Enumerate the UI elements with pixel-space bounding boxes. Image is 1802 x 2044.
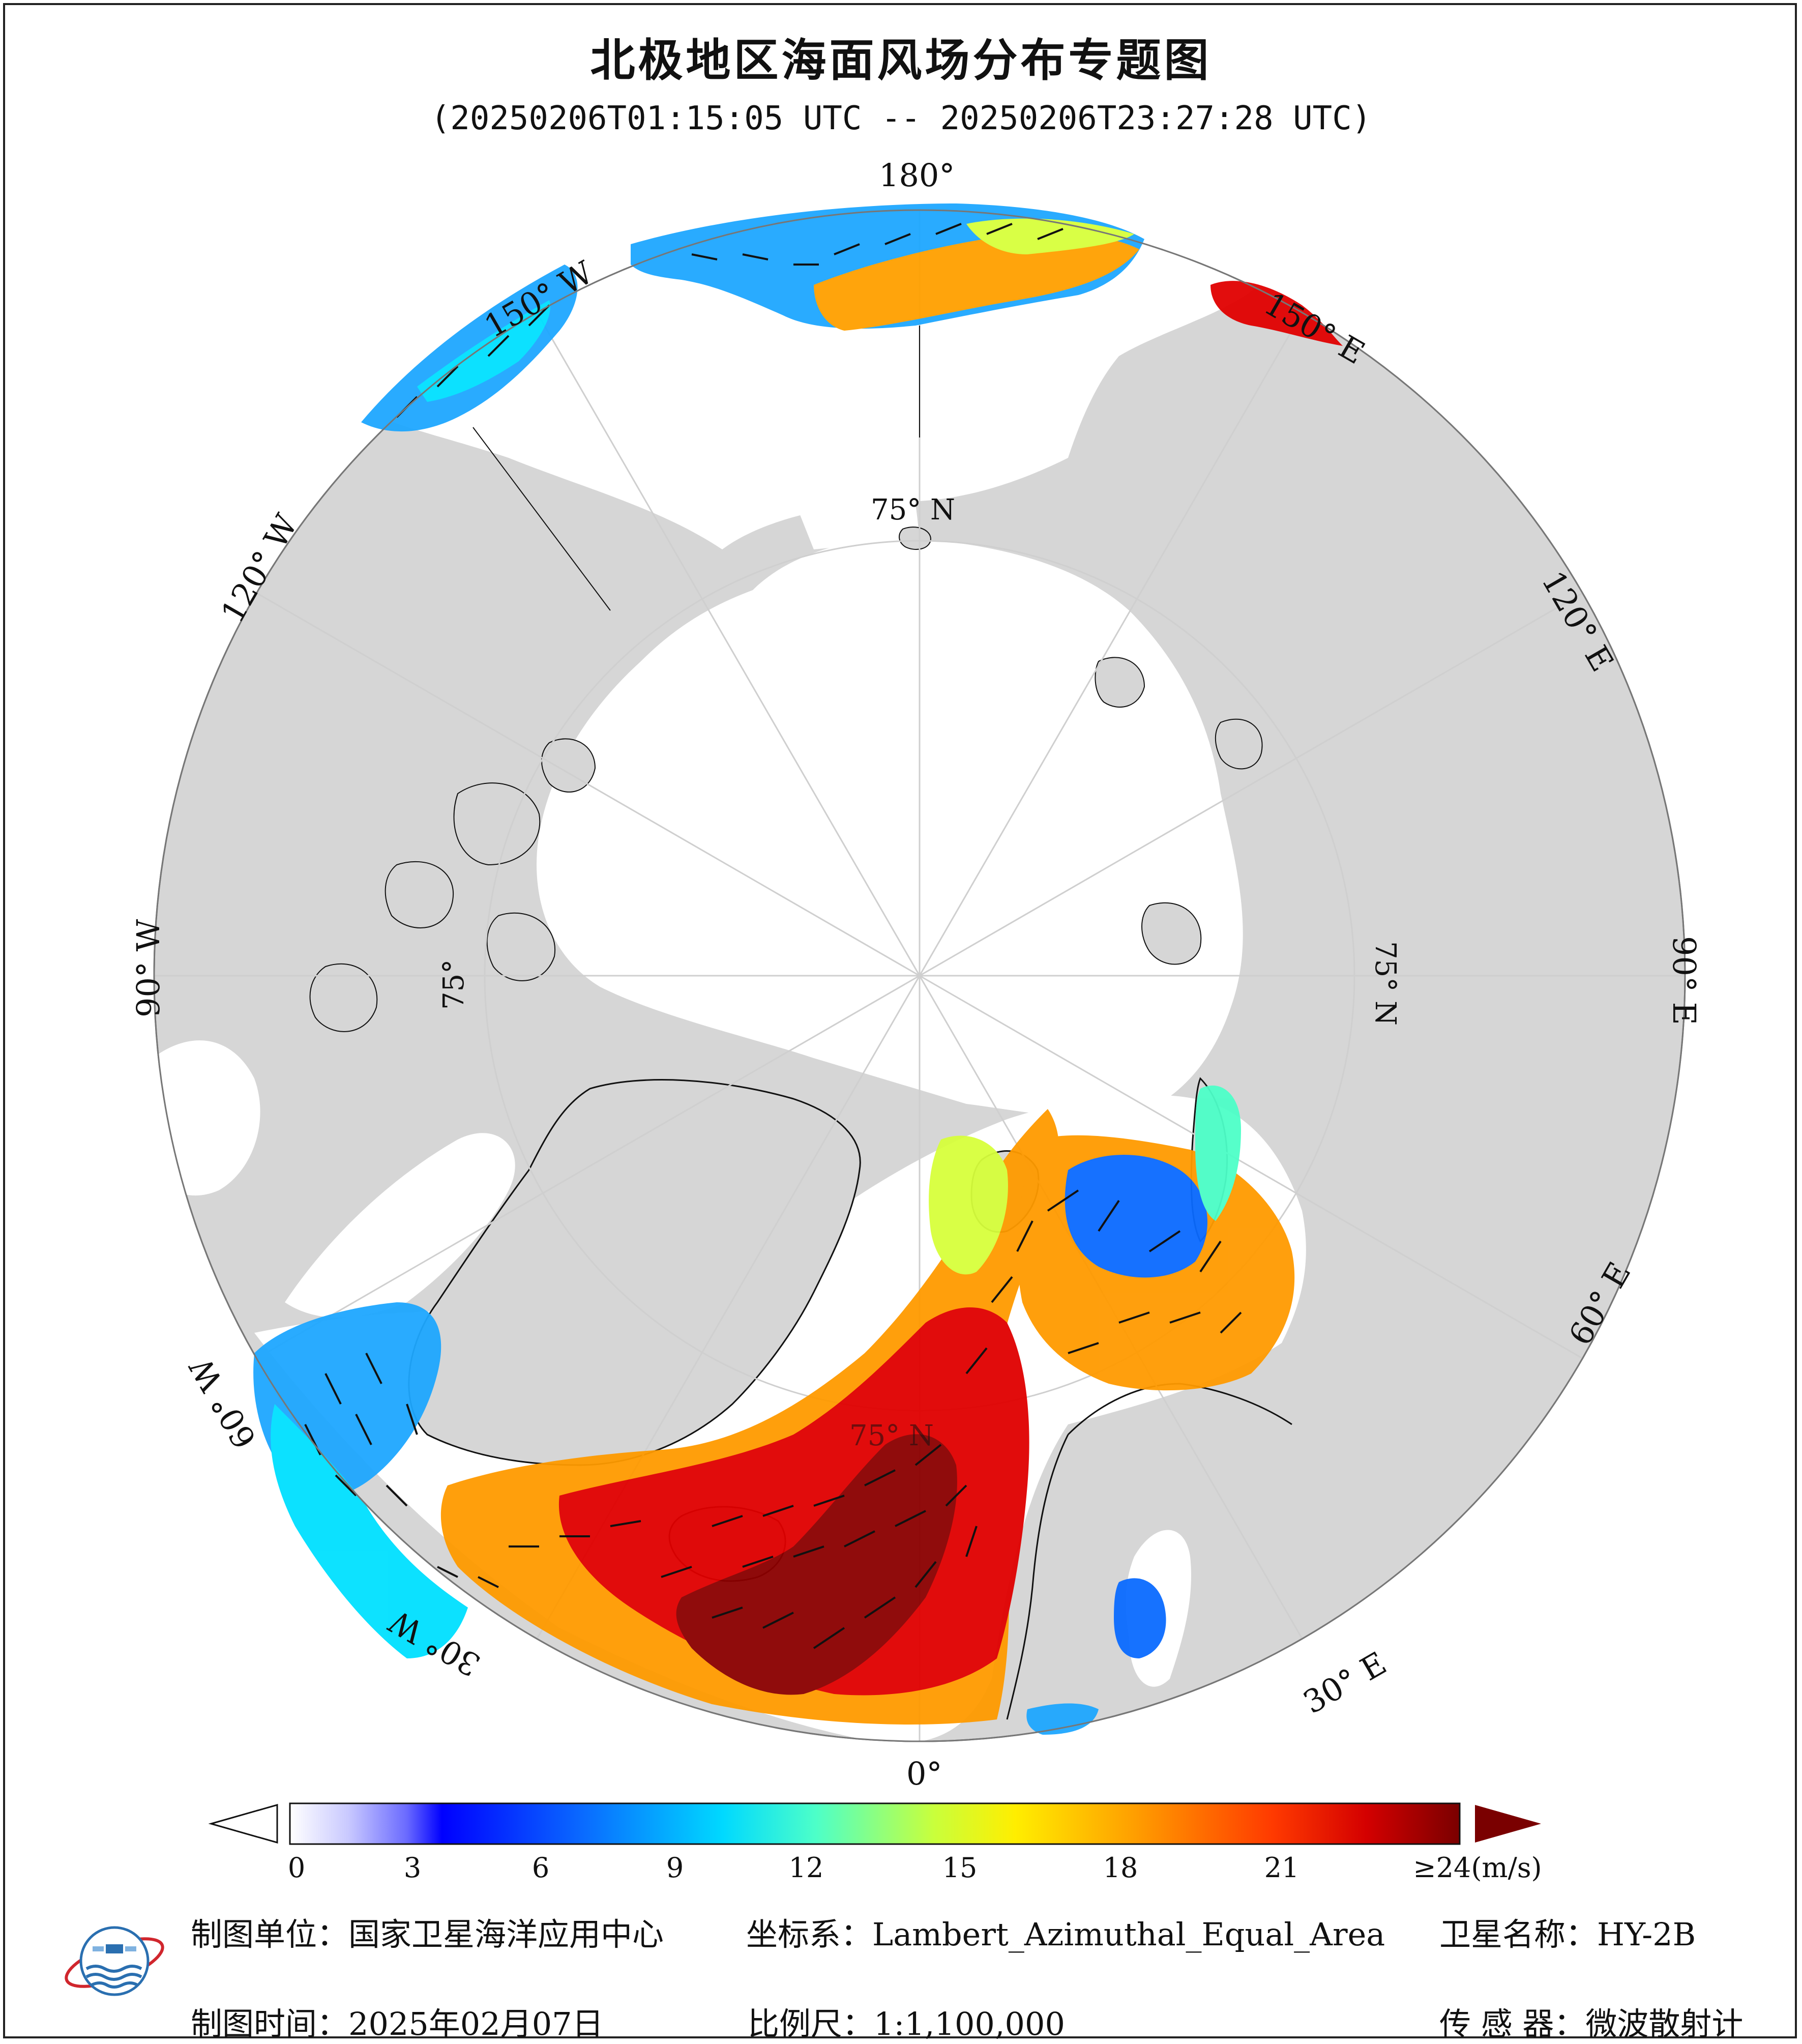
lon-label-90e: 90° E bbox=[1666, 936, 1703, 1025]
colorbar-tick-12: 12 bbox=[788, 1852, 824, 1884]
wrangel-island bbox=[899, 527, 932, 550]
lon-label-0: 0° bbox=[906, 1755, 942, 1792]
footer-sensor-value: 微波散射计 bbox=[1585, 2005, 1744, 2042]
bering-strait bbox=[759, 285, 920, 549]
footer-time-value: 2025年02月07日 bbox=[348, 2005, 604, 2042]
map-title: 北极地区海面风场分布专题图 bbox=[590, 34, 1212, 86]
arctic-archipelago bbox=[309, 738, 596, 1032]
footer-scale: 比例尺：1:1,100,000 bbox=[748, 1998, 1065, 2044]
swath-okhotsk bbox=[1210, 281, 1343, 346]
swath-alaska bbox=[361, 265, 578, 432]
footer-time-key: 制图时间： bbox=[191, 2005, 349, 2042]
footer-unit: 制图单位：国家卫星海洋应用中心 bbox=[191, 1909, 664, 1954]
swath-atlantic-darkred bbox=[676, 1434, 957, 1695]
footer-satellite-value: HY-2B bbox=[1597, 1916, 1696, 1953]
swath-bering-warm bbox=[814, 232, 1139, 331]
lat-label-left: 75° bbox=[437, 959, 470, 1010]
footer-satellite: 卫星名称：HY-2B bbox=[1439, 1909, 1696, 1954]
colorbar-max-triangle bbox=[1475, 1805, 1541, 1843]
swath-bering-yellow bbox=[966, 218, 1134, 254]
alaska-yukon-border bbox=[472, 427, 611, 611]
footer-scale-value: 1:1,100,000 bbox=[874, 2005, 1065, 2042]
baffin-bay bbox=[285, 1133, 515, 1318]
colorbar-min-triangle bbox=[208, 1804, 278, 1844]
arctic-ocean bbox=[537, 538, 1243, 1119]
greenland bbox=[408, 1079, 861, 1466]
lat-label-top: 75° N bbox=[871, 493, 956, 527]
colorbar-tick-9: 9 bbox=[666, 1852, 684, 1884]
footer-sensor: 传 感 器：微波散射计 bbox=[1439, 1998, 1743, 2044]
footer-crs: 坐标系：Lambert_Azimuthal_Equal_Area bbox=[746, 1909, 1385, 1954]
footer-time: 制图时间：2025年02月07日 bbox=[191, 1998, 604, 2044]
footer-satellite-key: 卫星名称： bbox=[1439, 1916, 1598, 1953]
colorbar-tick-3: 3 bbox=[403, 1852, 422, 1884]
colorbar-tick-18: 18 bbox=[1103, 1852, 1138, 1884]
footer-sensor-key: 传 感 器： bbox=[1439, 2005, 1586, 2042]
footer-unit-key: 制图单位： bbox=[191, 1916, 349, 1953]
swath-alaska-cyan bbox=[417, 300, 550, 402]
time-range-subtitle: (20250206T01:15:05 UTC -- 20250206T23:27… bbox=[430, 100, 1372, 137]
colorbar-tick-0: 0 bbox=[287, 1852, 306, 1884]
swath-baltic bbox=[1114, 1578, 1166, 1658]
footer-crs-key: 坐标系： bbox=[746, 1916, 873, 1953]
colorbar-tick-21: 21 bbox=[1264, 1852, 1299, 1884]
nsoas-logo bbox=[65, 1926, 164, 1996]
lat-label-right: 75° N bbox=[1369, 941, 1402, 1026]
lat-label-bottom: 75° N bbox=[849, 1419, 934, 1452]
swath-svalbard-green bbox=[929, 1135, 1008, 1275]
footer-scale-key: 比例尺： bbox=[748, 2005, 874, 2042]
swath-north-sea bbox=[1026, 1703, 1099, 1735]
figure-frame bbox=[3, 3, 1797, 2038]
siberian-islands bbox=[1095, 657, 1263, 965]
lon-label-90w: 90° W bbox=[130, 919, 167, 1017]
lon-label-180: 180° bbox=[879, 157, 955, 194]
swath-labrador-edge bbox=[271, 1404, 468, 1658]
colorbar bbox=[208, 1802, 1541, 1845]
colorbar-tick-15: 15 bbox=[942, 1852, 978, 1884]
swath-barents-cyan bbox=[1195, 1085, 1241, 1221]
colorbar-gradient bbox=[289, 1802, 1461, 1845]
wind-arrows bbox=[304, 223, 1242, 1649]
footer-crs-value: Lambert_Azimuthal_Equal_Area bbox=[872, 1916, 1385, 1953]
footer-unit-value: 国家卫星海洋应用中心 bbox=[348, 1916, 664, 1953]
colorbar-unit-label: ≥24(m/s) bbox=[1413, 1852, 1542, 1884]
wind-swaths bbox=[253, 203, 1343, 1735]
swath-barents-blue bbox=[1065, 1155, 1207, 1278]
colorbar-tick-6: 6 bbox=[531, 1852, 550, 1884]
